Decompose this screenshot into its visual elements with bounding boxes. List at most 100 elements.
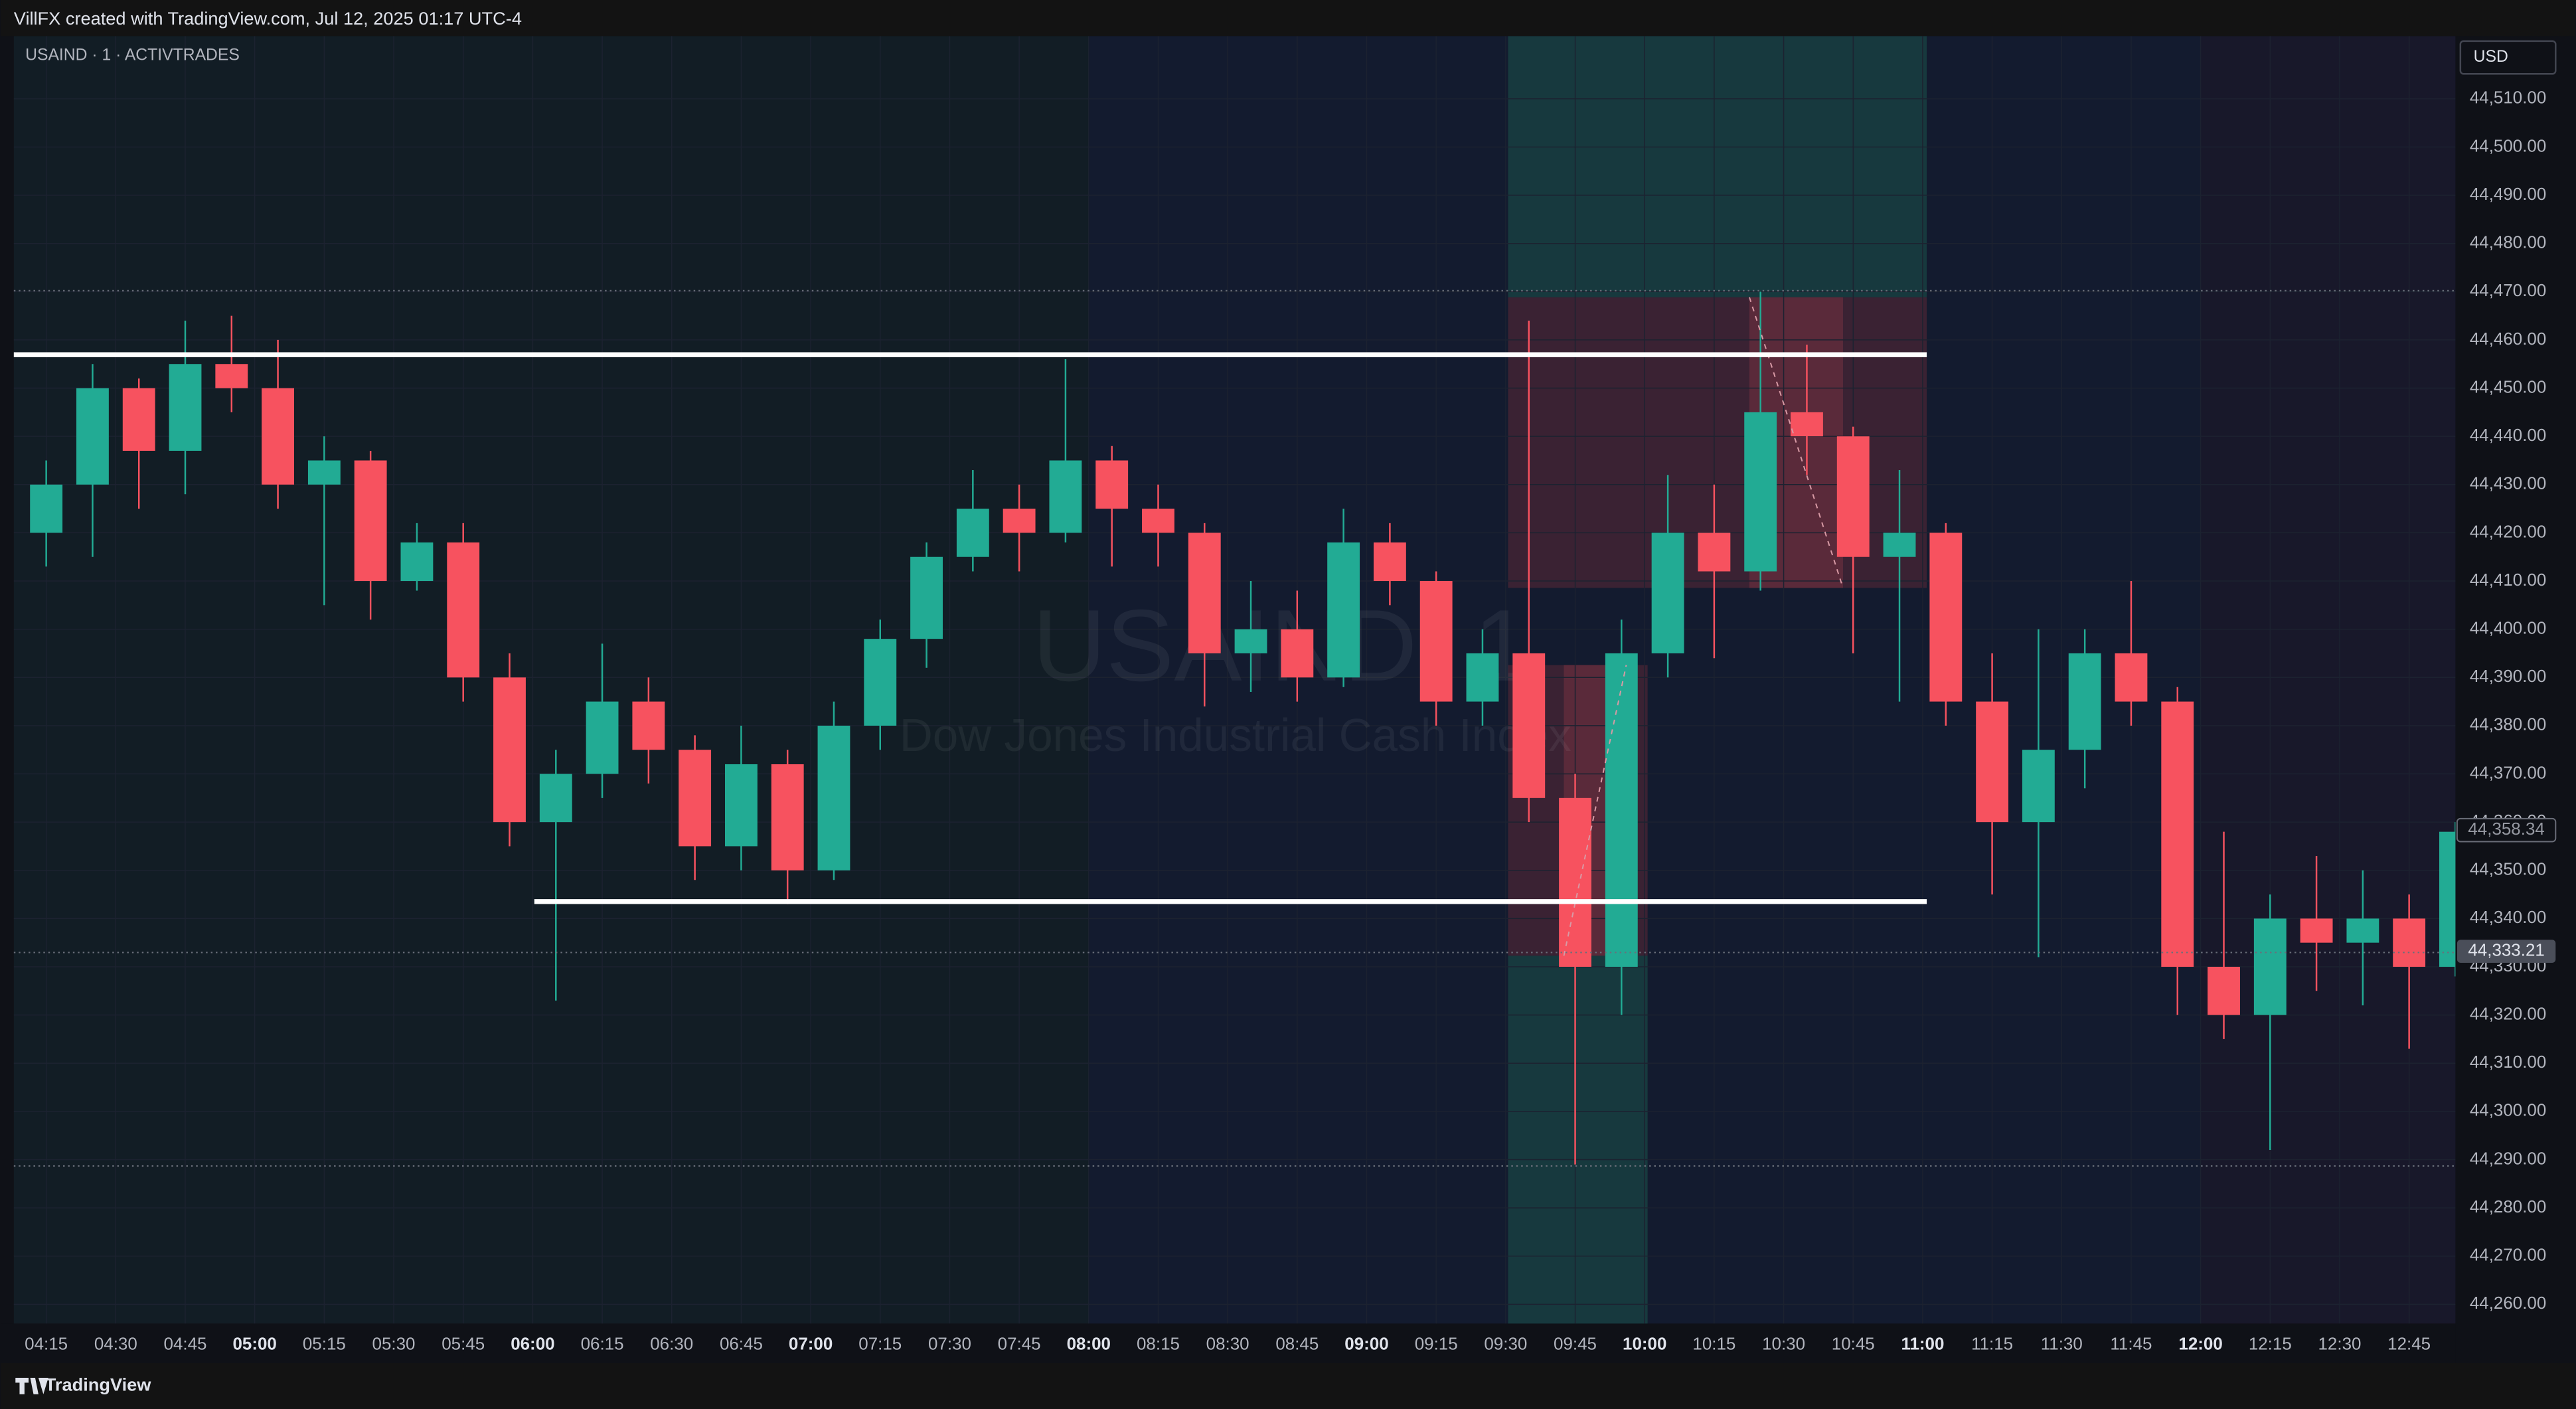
candle-body bbox=[724, 764, 758, 847]
symbol-label: USAIND · 1 · ACTIVTRADES bbox=[25, 46, 240, 64]
x-tick-label: 05:00 bbox=[232, 1333, 276, 1353]
candle-body bbox=[679, 750, 712, 847]
y-tick-label: 44,380.00 bbox=[2470, 714, 2546, 734]
x-tick-label: 07:30 bbox=[928, 1333, 971, 1353]
candle-body bbox=[262, 388, 294, 485]
time-axis bbox=[1, 1323, 2456, 1363]
candle-body bbox=[2253, 918, 2287, 1015]
target-zone bbox=[1508, 36, 1927, 297]
candle-body bbox=[910, 556, 943, 639]
y-tick-label: 44,290.00 bbox=[2470, 1148, 2546, 1168]
x-tick-label: 07:15 bbox=[858, 1333, 902, 1353]
currency-label[interactable]: USD bbox=[2474, 48, 2508, 66]
candle-body bbox=[1419, 581, 1453, 702]
candle-body bbox=[1929, 533, 1963, 702]
x-tick-label: 10:30 bbox=[1762, 1333, 1805, 1353]
candle-body bbox=[215, 364, 248, 388]
x-tick-label: 07:00 bbox=[789, 1333, 833, 1353]
x-tick-label: 10:15 bbox=[1692, 1333, 1735, 1353]
y-tick-label: 44,430.00 bbox=[2470, 473, 2546, 493]
candle-body bbox=[539, 774, 572, 823]
candle-body bbox=[864, 639, 897, 726]
axes: VillFX created with TradingView.com, Jul… bbox=[1, 8, 2575, 1409]
y-tick-label: 44,470.00 bbox=[2470, 280, 2546, 300]
y-tick-label: 44,510.00 bbox=[2470, 88, 2546, 108]
y-tick-label: 44,370.00 bbox=[2470, 762, 2546, 782]
x-tick-label: 06:45 bbox=[720, 1333, 763, 1353]
candle-body bbox=[1003, 509, 1036, 533]
candle-body bbox=[1791, 412, 1823, 437]
candle-body bbox=[493, 677, 526, 823]
price-label: 44,358.34 bbox=[2468, 819, 2544, 839]
candle-body bbox=[1373, 542, 1406, 582]
header-text: VillFX created with TradingView.com, Jul… bbox=[14, 8, 522, 29]
candle-body bbox=[2022, 750, 2055, 823]
candles bbox=[30, 291, 2472, 1165]
candle-body bbox=[354, 460, 387, 582]
drawings bbox=[13, 290, 2456, 1167]
price-axis bbox=[2455, 36, 2575, 1363]
x-tick-label: 11:30 bbox=[2041, 1333, 2083, 1353]
x-tick-label: 07:45 bbox=[998, 1333, 1041, 1353]
candle-body bbox=[1744, 412, 1777, 572]
x-tick-label: 05:45 bbox=[442, 1333, 485, 1353]
x-tick-label: 09:30 bbox=[1484, 1333, 1527, 1353]
x-tick-label: 06:15 bbox=[581, 1333, 624, 1353]
candle-body bbox=[1234, 629, 1267, 653]
candle-body bbox=[447, 542, 480, 678]
x-tick-label: 04:45 bbox=[164, 1333, 207, 1353]
candle-body bbox=[1605, 653, 1638, 967]
y-tick-label: 44,270.00 bbox=[2470, 1245, 2546, 1265]
x-tick-label: 08:45 bbox=[1275, 1333, 1319, 1353]
y-tick-label: 44,300.00 bbox=[2470, 1100, 2546, 1120]
currency-box[interactable] bbox=[2459, 40, 2557, 75]
x-tick-label: 09:15 bbox=[1415, 1333, 1458, 1353]
x-tick-label: 08:15 bbox=[1137, 1333, 1180, 1353]
y-tick-label: 44,410.00 bbox=[2470, 570, 2546, 590]
candle-body bbox=[632, 701, 665, 750]
y-tick-label: 44,480.00 bbox=[2470, 232, 2546, 252]
candle-body bbox=[30, 484, 63, 533]
candle-body bbox=[1188, 533, 1221, 653]
x-tick-label: 09:00 bbox=[1344, 1333, 1388, 1353]
candle-body bbox=[76, 388, 109, 485]
x-tick-label: 10:45 bbox=[1832, 1333, 1875, 1353]
candle-body bbox=[1651, 533, 1684, 653]
x-tick-label: 11:45 bbox=[2110, 1333, 2152, 1353]
session-bg bbox=[2201, 36, 2456, 1324]
x-tick-label: 05:15 bbox=[303, 1333, 346, 1353]
x-tick-label: 12:45 bbox=[2387, 1333, 2431, 1353]
candle-body bbox=[1327, 542, 1360, 678]
candle-body bbox=[2300, 918, 2333, 943]
y-tick-label: 44,490.00 bbox=[2470, 184, 2546, 204]
candle-body bbox=[1698, 533, 1731, 572]
price-label-box bbox=[2456, 940, 2556, 963]
y-tick-label: 44,260.00 bbox=[2470, 1293, 2546, 1313]
header-bar bbox=[1, 0, 2575, 37]
candle-body bbox=[1142, 509, 1174, 533]
candle-body bbox=[1281, 629, 1314, 678]
session-bg bbox=[13, 36, 1089, 1324]
x-tick-label: 04:15 bbox=[25, 1333, 68, 1353]
x-tick-label: 08:00 bbox=[1067, 1333, 1111, 1353]
candle-body bbox=[2208, 966, 2240, 1015]
candle-body bbox=[2161, 701, 2194, 967]
candle-body bbox=[1049, 460, 1082, 533]
y-tick-label: 44,450.00 bbox=[2470, 376, 2546, 396]
target-zone bbox=[1508, 955, 1648, 1324]
candle-body bbox=[2115, 653, 2148, 702]
x-tick-label: 10:00 bbox=[1623, 1333, 1666, 1353]
brand-logo bbox=[15, 1378, 48, 1394]
candle-body bbox=[2393, 918, 2426, 967]
x-tick-label: 09:45 bbox=[1554, 1333, 1597, 1353]
candle-body bbox=[1883, 533, 1916, 557]
x-tick-label: 11:15 bbox=[1971, 1333, 2013, 1353]
y-tick-label: 44,280.00 bbox=[2470, 1197, 2546, 1216]
candle-body bbox=[307, 460, 341, 485]
y-tick-label: 44,310.00 bbox=[2470, 1052, 2546, 1072]
trade-path bbox=[1563, 665, 1627, 956]
footer-bar bbox=[1, 1363, 2575, 1409]
